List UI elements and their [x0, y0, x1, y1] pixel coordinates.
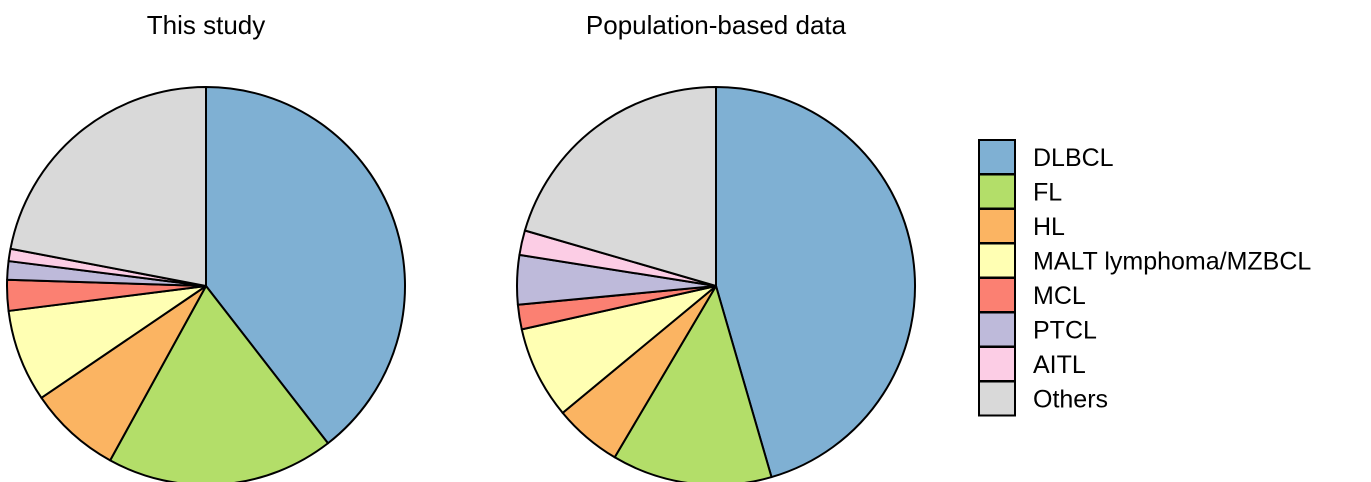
legend-label-aitl: AITL [1033, 351, 1086, 379]
pie-slice-dlbcl [715, 86, 917, 479]
legend-swatch-dlbcl [978, 139, 1016, 175]
legend-label-hl: HL [1033, 213, 1065, 241]
legend-item-hl: HL [978, 208, 1065, 244]
pie-slice-others [523, 86, 717, 287]
legend: DLBCL FL HL MALT lymphoma/MZBCL MCL PTCL AITL O… [978, 139, 1311, 417]
legend-label-fl: FL [1033, 179, 1062, 207]
pie-slices-population-based [516, 86, 917, 482]
legend-item-fl: FL [978, 173, 1062, 210]
legend-item-mcl: MCL [978, 277, 1086, 313]
legend-swatch-malt-lymphoma-mzbcl [978, 242, 1016, 279]
legend-label-mcl: MCL [1033, 282, 1086, 310]
legend-item-aitl: AITL [978, 346, 1086, 382]
pie-slice-dlbcl [205, 86, 406, 445]
legend-label-dlbcl: DLBCL [1033, 144, 1114, 172]
legend-item-ptcl: PTCL [978, 311, 1097, 348]
pie-title-population-based: Population-based data [586, 10, 847, 40]
pie-chart-this-study: This study [6, 10, 406, 482]
pie-slices-this-study [6, 86, 406, 482]
legend-label-ptcl: PTCL [1033, 317, 1097, 345]
pie-slice-others [9, 86, 207, 287]
legend-item-dlbcl: DLBCL [978, 139, 1114, 175]
legend-label-others: Others [1033, 386, 1108, 414]
pie-title-this-study: This study [147, 10, 266, 40]
legend-swatch-hl [978, 208, 1016, 244]
legend-swatch-others [978, 380, 1016, 417]
pie-slice-fl [109, 285, 329, 482]
legend-label-malt-lymphoma-mzbcl: MALT lymphoma/MZBCL [1033, 248, 1311, 276]
legend-swatch-ptcl [978, 311, 1016, 348]
pie-chart-population-based: Population-based data [516, 10, 917, 482]
legend-swatch-fl [978, 173, 1016, 210]
legend-swatch-mcl [978, 277, 1016, 313]
legend-swatch-aitl [978, 346, 1016, 382]
pie-slice-fl [613, 285, 773, 482]
legend-item-malt-lymphoma-mzbcl: MALT lymphoma/MZBCL [978, 242, 1311, 279]
legend-item-others: Others [978, 380, 1108, 417]
